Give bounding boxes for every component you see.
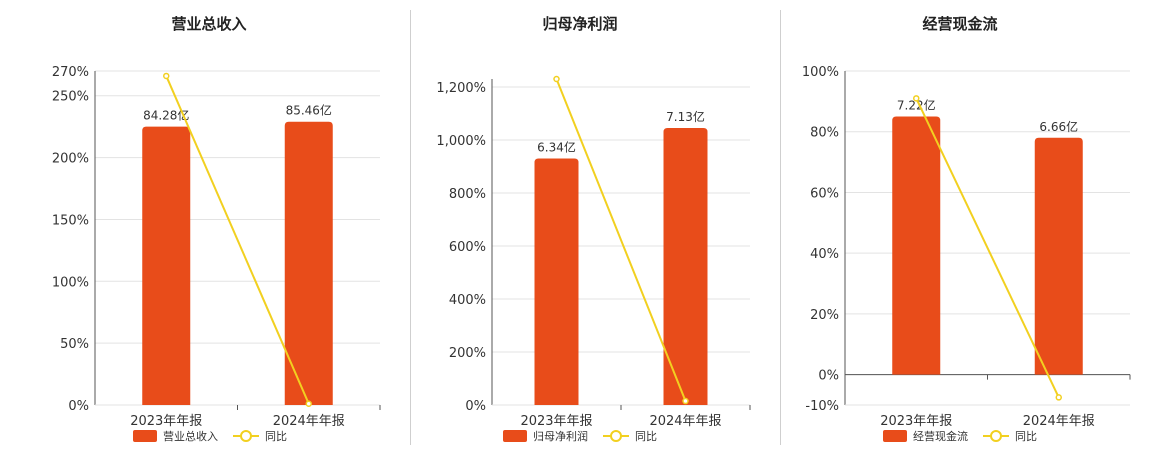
y-tick-label: 80% [810,126,839,141]
x-category-label: 2024年年报 [1023,414,1095,429]
legend-line-label: 同比 [635,430,657,443]
yoy-point [1055,394,1062,401]
x-category-label: 2023年年报 [520,414,592,429]
cash-flow-chart-panel: 经营现金流 -10% 0% 20% 40% 60% 80% 100% 2023年年报 2024年年… [781,0,1160,450]
bar-data-label: 85.46亿 [286,103,332,118]
y-tick-label: 1,000% [436,134,486,149]
y-tick-label: 800% [449,187,486,202]
y-tick-label: 200% [449,346,486,361]
y-tick-label: 20% [810,308,839,323]
y-tick-label: 250% [52,90,89,105]
bar-data-label: 84.28亿 [143,108,189,123]
chart-divider [410,10,411,445]
y-tick-label: 400% [449,293,486,308]
yoy-line [555,78,687,402]
bar [284,121,333,406]
y-tick-label: 1,200% [436,81,486,96]
bar-data-label: 7.22亿 [897,98,936,113]
legend-bar-label: 经营现金流 [913,429,968,443]
bar [534,158,579,405]
x-category-label: 2023年年报 [130,414,202,429]
revenue-chart: 营业总收入 0% 50% 100% 150% 200% 250% 270% 2023年年报 202… [52,15,381,443]
yoy-point [305,400,312,408]
legend-bar-label: 归母净利润 [533,429,588,443]
x-category-label: 2023年年报 [880,414,952,429]
legend-bar-swatch [133,430,157,442]
bar [142,126,191,406]
legend-line-marker [990,430,1002,442]
bar [892,116,941,375]
legend-line-marker [240,430,252,442]
yoy-line [165,75,310,405]
bar-data-label: 6.66亿 [1039,119,1078,134]
chart-title: 归母净利润 [542,15,617,33]
x-category-label: 2024年年报 [273,414,345,429]
yoy-point [682,397,689,405]
bar-data-label: 6.34亿 [537,140,576,155]
legend-bar-label: 营业总收入 [163,429,218,443]
legend-bar-swatch [883,430,907,442]
y-tick-label: -10% [805,399,839,414]
yoy-point [163,72,170,80]
cash-flow-chart: 经营现金流 -10% 0% 20% 40% 60% 80% 100% 2023年年报 2024年年… [802,15,1131,443]
y-tick-label: 0% [818,369,839,384]
y-tick-label: 40% [810,247,839,262]
y-tick-label: 600% [449,240,486,255]
x-category-label: 2024年年报 [649,414,721,429]
chart-divider [780,10,781,445]
y-tick-label: 270% [52,65,89,80]
y-tick-label: 100% [52,275,89,290]
yoy-point [553,75,560,83]
revenue-chart-panel: 营业总收入 0% 50% 100% 150% 200% 250% 270% 2023年年报 202… [0,0,410,450]
net-profit-chart: 归母净利润 0% 200% 400% 600% 800% 1,000% 1,200% 2023年… [436,15,751,443]
bar [1034,137,1083,375]
legend-line-label: 同比 [1015,430,1037,443]
y-tick-label: 50% [60,337,89,352]
y-tick-label: 0% [465,399,486,414]
net-profit-chart-panel: 归母净利润 0% 200% 400% 600% 800% 1,000% 1,200% 2023年… [411,0,780,450]
bar [663,128,708,405]
y-tick-label: 100% [802,65,839,80]
legend-bar-swatch [503,430,527,442]
y-tick-label: 0% [68,399,89,414]
y-tick-label: 150% [52,213,89,228]
bar-data-label: 7.13亿 [666,109,705,124]
legend-line-label: 同比 [265,430,287,443]
y-tick-label: 200% [52,152,89,167]
y-tick-label: 60% [810,186,839,201]
chart-title: 营业总收入 [171,15,246,33]
yoy-line [915,97,1060,398]
chart-title: 经营现金流 [922,15,997,33]
yoy-point [913,95,920,102]
legend-line-marker [610,430,622,442]
